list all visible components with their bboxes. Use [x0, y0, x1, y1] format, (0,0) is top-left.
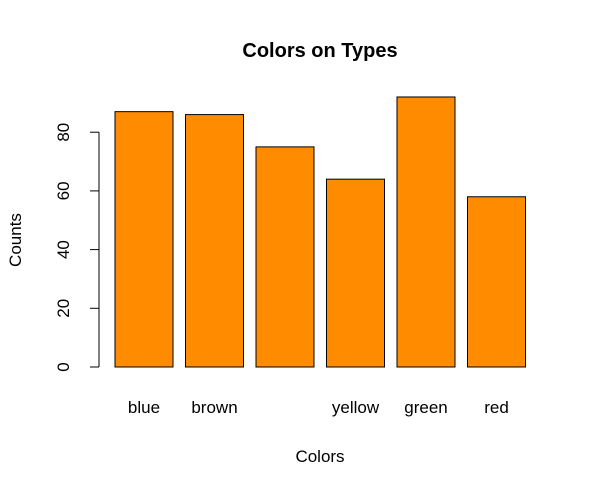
bar [255, 146, 315, 368]
x-category-label: red [484, 398, 509, 417]
category-labels: blue brown yellow green red [128, 398, 509, 417]
bar [467, 196, 526, 368]
y-tick-label: 60 [54, 181, 73, 200]
bar [326, 178, 385, 368]
y-axis-label: Counts [6, 213, 25, 267]
y-tick-label: 20 [54, 299, 73, 318]
chart-title: Colors on Types [242, 40, 397, 62]
bar [114, 111, 174, 368]
y-tick-label: 0 [54, 362, 73, 371]
y-tick-label: 40 [54, 240, 73, 259]
bar [396, 96, 456, 368]
bar [185, 114, 244, 368]
x-category-label: green [404, 398, 447, 417]
y-tick-label: 80 [54, 123, 73, 142]
x-category-label: blue [128, 398, 160, 417]
x-category-label: brown [191, 398, 237, 417]
y-axis: 0 20 40 60 80 [54, 123, 100, 372]
bars-group [114, 96, 526, 368]
x-category-label: yellow [332, 398, 380, 417]
x-axis-label: Colors [295, 447, 344, 466]
